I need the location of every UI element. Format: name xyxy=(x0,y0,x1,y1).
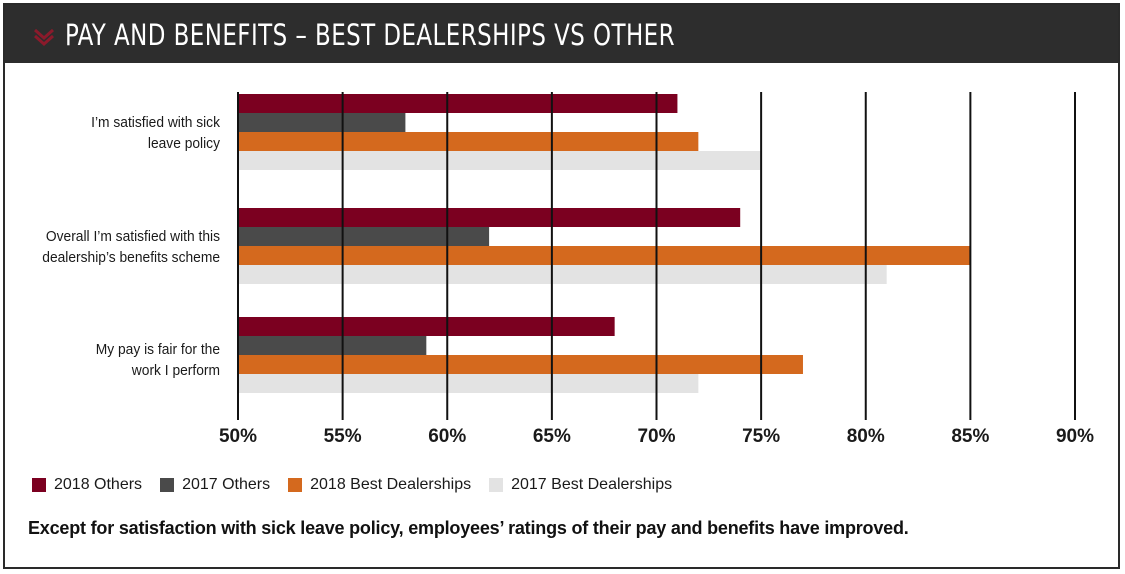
chevron-down-icon xyxy=(34,28,54,47)
x-tick-label: 50% xyxy=(218,426,258,447)
bar-2018-best-dealerships-1 xyxy=(238,246,971,265)
bar-2018-others-0 xyxy=(238,94,678,113)
x-tick-label: 80% xyxy=(846,426,885,447)
bar-2018-best-dealerships-0 xyxy=(238,132,699,151)
chart-caption: Except for satisfaction with sick leave … xyxy=(28,518,909,538)
x-tick-label: 55% xyxy=(323,426,362,447)
bar-2017-others-1 xyxy=(238,227,490,246)
bar-2018-best-dealerships-2 xyxy=(238,355,803,374)
x-tick-label: 60% xyxy=(428,426,467,447)
category-label: Overall I’m satisfied with this dealershi… xyxy=(42,228,220,266)
legend-item: 2017 Others xyxy=(160,476,270,494)
category-label: I’m satisfied with sick leave policy xyxy=(91,114,220,152)
x-tick-label: 85% xyxy=(951,426,990,447)
chart-title: PAY AND BENEFITS – BEST DEALERSHIPS VS O… xyxy=(65,18,675,52)
legend-label: 2017 Best Dealerships xyxy=(511,476,673,493)
legend-item: 2018 Others xyxy=(32,476,142,494)
legend-item: 2018 Best Dealerships xyxy=(288,476,471,494)
bar-2018-others-2 xyxy=(238,317,615,336)
chart-legend: 2018 Others 2017 Others 2018 Best Dealersh… xyxy=(32,476,690,494)
bar-2018-others-1 xyxy=(238,208,741,227)
legend-label: 2017 Others xyxy=(182,476,271,493)
bar-2017-best-dealerships-0 xyxy=(238,151,762,170)
legend-item: 2017 Best Dealerships xyxy=(489,476,672,494)
legend-swatch xyxy=(160,478,175,492)
bar-2017-best-dealerships-2 xyxy=(238,374,699,393)
x-tick-label: 90% xyxy=(1055,426,1095,447)
bar-2017-others-0 xyxy=(238,113,406,132)
x-tick-label: 75% xyxy=(742,426,781,447)
legend-swatch xyxy=(288,478,303,492)
chart-header: PAY AND BENEFITS – BEST DEALERSHIPS VS O… xyxy=(5,5,1118,63)
bar-2017-best-dealerships-1 xyxy=(238,265,887,284)
legend-label: 2018 Others xyxy=(54,476,143,493)
x-tick-label: 65% xyxy=(532,426,571,447)
legend-swatch xyxy=(32,478,46,492)
legend-label: 2018 Best Dealerships xyxy=(310,476,472,493)
category-label: My pay is fair for the work I perform xyxy=(95,341,220,379)
bar-2017-others-2 xyxy=(238,336,427,355)
x-tick-label: 70% xyxy=(637,426,676,447)
legend-swatch xyxy=(489,478,504,492)
